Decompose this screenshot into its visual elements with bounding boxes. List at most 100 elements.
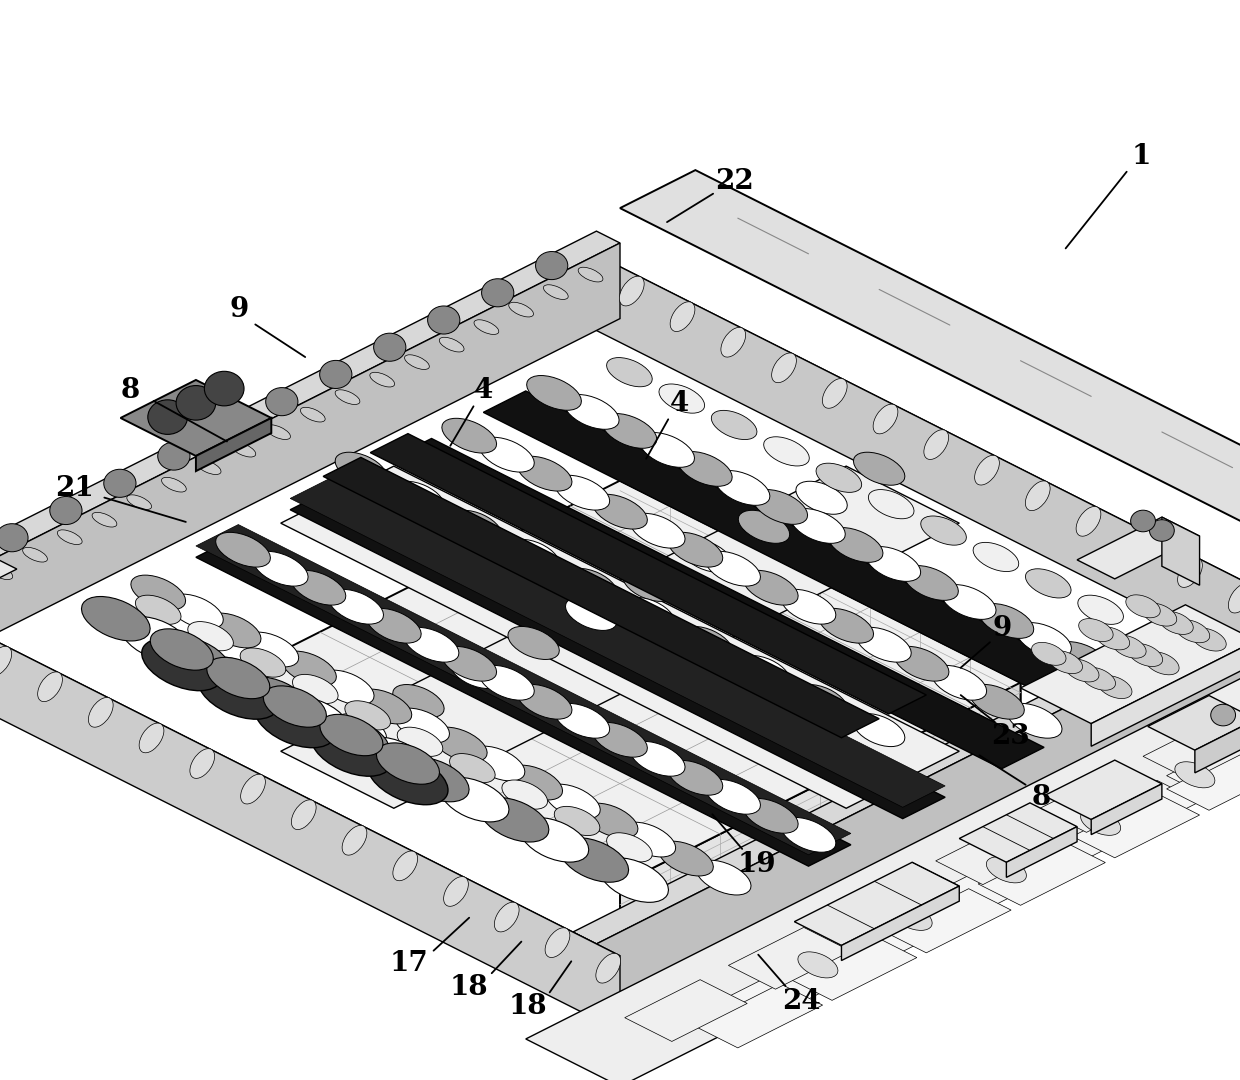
Ellipse shape bbox=[606, 357, 652, 387]
Ellipse shape bbox=[393, 685, 444, 717]
Ellipse shape bbox=[190, 748, 215, 779]
Ellipse shape bbox=[980, 604, 1034, 638]
Ellipse shape bbox=[606, 833, 652, 862]
Ellipse shape bbox=[621, 822, 676, 856]
Polygon shape bbox=[0, 599, 620, 968]
Polygon shape bbox=[936, 823, 1058, 885]
Ellipse shape bbox=[796, 685, 847, 717]
Ellipse shape bbox=[670, 301, 694, 332]
Ellipse shape bbox=[439, 337, 464, 352]
Ellipse shape bbox=[377, 743, 439, 784]
Ellipse shape bbox=[480, 665, 534, 700]
Circle shape bbox=[157, 442, 190, 470]
Ellipse shape bbox=[658, 384, 704, 414]
Ellipse shape bbox=[624, 568, 675, 602]
Ellipse shape bbox=[370, 373, 394, 387]
Ellipse shape bbox=[335, 453, 387, 485]
Text: 8: 8 bbox=[1032, 784, 1052, 810]
Ellipse shape bbox=[241, 774, 265, 804]
Ellipse shape bbox=[668, 760, 723, 795]
Circle shape bbox=[1210, 704, 1235, 726]
Ellipse shape bbox=[517, 685, 572, 719]
Polygon shape bbox=[1078, 517, 1199, 579]
Circle shape bbox=[205, 372, 244, 406]
Ellipse shape bbox=[873, 404, 898, 434]
Ellipse shape bbox=[394, 708, 449, 743]
Ellipse shape bbox=[681, 539, 732, 572]
Polygon shape bbox=[280, 467, 960, 808]
Circle shape bbox=[536, 252, 568, 280]
Ellipse shape bbox=[520, 818, 589, 862]
Polygon shape bbox=[978, 828, 1105, 892]
Ellipse shape bbox=[0, 565, 12, 580]
Circle shape bbox=[320, 361, 352, 389]
Ellipse shape bbox=[818, 608, 873, 643]
Ellipse shape bbox=[293, 674, 339, 703]
Text: 23: 23 bbox=[991, 724, 1030, 750]
Ellipse shape bbox=[508, 626, 559, 660]
Ellipse shape bbox=[822, 379, 847, 408]
Ellipse shape bbox=[57, 530, 82, 544]
Ellipse shape bbox=[868, 489, 914, 518]
Ellipse shape bbox=[440, 778, 508, 822]
Ellipse shape bbox=[433, 727, 487, 761]
Polygon shape bbox=[0, 599, 620, 1031]
Ellipse shape bbox=[1128, 644, 1163, 666]
Polygon shape bbox=[1039, 771, 1162, 833]
Polygon shape bbox=[884, 876, 1011, 940]
Ellipse shape bbox=[320, 671, 374, 705]
Ellipse shape bbox=[335, 714, 387, 746]
Ellipse shape bbox=[508, 539, 559, 572]
Ellipse shape bbox=[904, 566, 959, 600]
Ellipse shape bbox=[941, 584, 996, 619]
Ellipse shape bbox=[1229, 583, 1240, 613]
Ellipse shape bbox=[131, 576, 186, 610]
Ellipse shape bbox=[764, 436, 810, 465]
Ellipse shape bbox=[508, 302, 533, 316]
Ellipse shape bbox=[502, 780, 548, 809]
Ellipse shape bbox=[335, 390, 360, 405]
Text: 24: 24 bbox=[781, 987, 821, 1015]
Ellipse shape bbox=[715, 471, 770, 505]
Polygon shape bbox=[728, 928, 851, 989]
Ellipse shape bbox=[583, 804, 637, 838]
Ellipse shape bbox=[1127, 532, 1152, 562]
Polygon shape bbox=[1148, 696, 1240, 751]
Polygon shape bbox=[790, 936, 916, 1000]
Text: 19: 19 bbox=[737, 851, 776, 877]
Ellipse shape bbox=[22, 548, 47, 562]
Ellipse shape bbox=[291, 800, 316, 829]
Ellipse shape bbox=[1126, 595, 1161, 618]
Ellipse shape bbox=[791, 509, 846, 543]
Polygon shape bbox=[832, 875, 955, 936]
Ellipse shape bbox=[828, 528, 883, 563]
Ellipse shape bbox=[593, 495, 647, 529]
Ellipse shape bbox=[603, 414, 657, 448]
Polygon shape bbox=[696, 971, 822, 1035]
Circle shape bbox=[50, 497, 82, 525]
Ellipse shape bbox=[450, 656, 502, 688]
Ellipse shape bbox=[517, 457, 572, 491]
Text: 1: 1 bbox=[1131, 143, 1151, 170]
Ellipse shape bbox=[1007, 703, 1061, 738]
Polygon shape bbox=[696, 984, 822, 1048]
Ellipse shape bbox=[281, 697, 350, 742]
Polygon shape bbox=[573, 255, 1240, 623]
Polygon shape bbox=[196, 418, 272, 471]
Ellipse shape bbox=[320, 714, 383, 756]
Polygon shape bbox=[290, 488, 945, 819]
Ellipse shape bbox=[441, 418, 496, 453]
Text: 22: 22 bbox=[714, 167, 754, 194]
Circle shape bbox=[373, 333, 405, 361]
Polygon shape bbox=[196, 536, 851, 866]
Ellipse shape bbox=[1017, 623, 1071, 658]
Ellipse shape bbox=[712, 410, 756, 440]
Ellipse shape bbox=[169, 594, 223, 629]
Ellipse shape bbox=[1178, 557, 1203, 588]
Polygon shape bbox=[573, 576, 1240, 944]
Ellipse shape bbox=[263, 686, 326, 727]
Ellipse shape bbox=[291, 570, 346, 605]
Ellipse shape bbox=[706, 552, 760, 586]
Ellipse shape bbox=[1176, 620, 1210, 643]
Ellipse shape bbox=[300, 407, 325, 422]
